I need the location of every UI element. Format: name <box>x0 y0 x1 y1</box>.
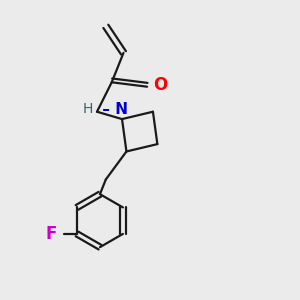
Text: H: H <box>82 102 93 116</box>
Text: O: O <box>154 76 168 94</box>
Text: F: F <box>46 225 57 243</box>
Text: – N: – N <box>97 102 128 117</box>
